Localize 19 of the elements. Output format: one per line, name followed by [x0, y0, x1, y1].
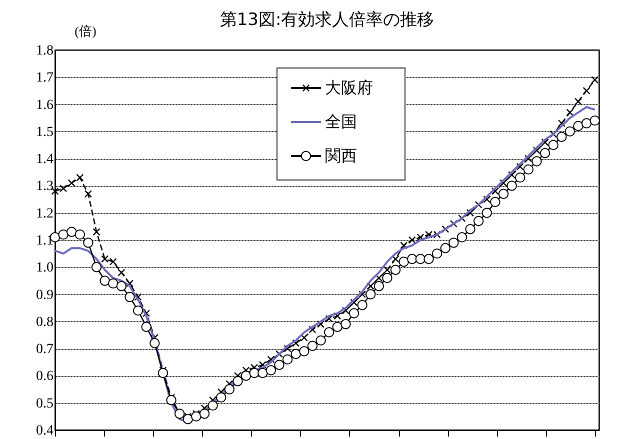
y-tick-label: 1.2: [36, 206, 54, 222]
y-tick-label: 1.8: [36, 44, 54, 58]
legend-label: 大阪府: [325, 78, 373, 97]
y-tick-label: 0.6: [36, 369, 54, 384]
legend-label: 全国: [325, 112, 357, 131]
y-tick-label: 1.7: [36, 70, 54, 86]
y-tick-label: 1.3: [36, 179, 54, 194]
legend-label: 関西: [325, 146, 357, 165]
y-tick-label: 1.4: [36, 152, 54, 168]
y-tick-label: 1.5: [36, 124, 54, 140]
y-tick-label: 1.0: [36, 260, 54, 276]
y-axis-title: (倍): [74, 24, 96, 38]
chart-title: 第13図:有効求人倍率の推移: [220, 10, 434, 30]
y-tick-label: 0.7: [36, 342, 54, 358]
y-tick-label: 0.8: [36, 314, 54, 330]
y-tick-label: 0.4: [36, 424, 54, 438]
y-tick-label: 0.5: [36, 396, 54, 412]
y-tick-label: 0.9: [36, 288, 54, 303]
y-tick-label: 1.6: [36, 98, 54, 113]
